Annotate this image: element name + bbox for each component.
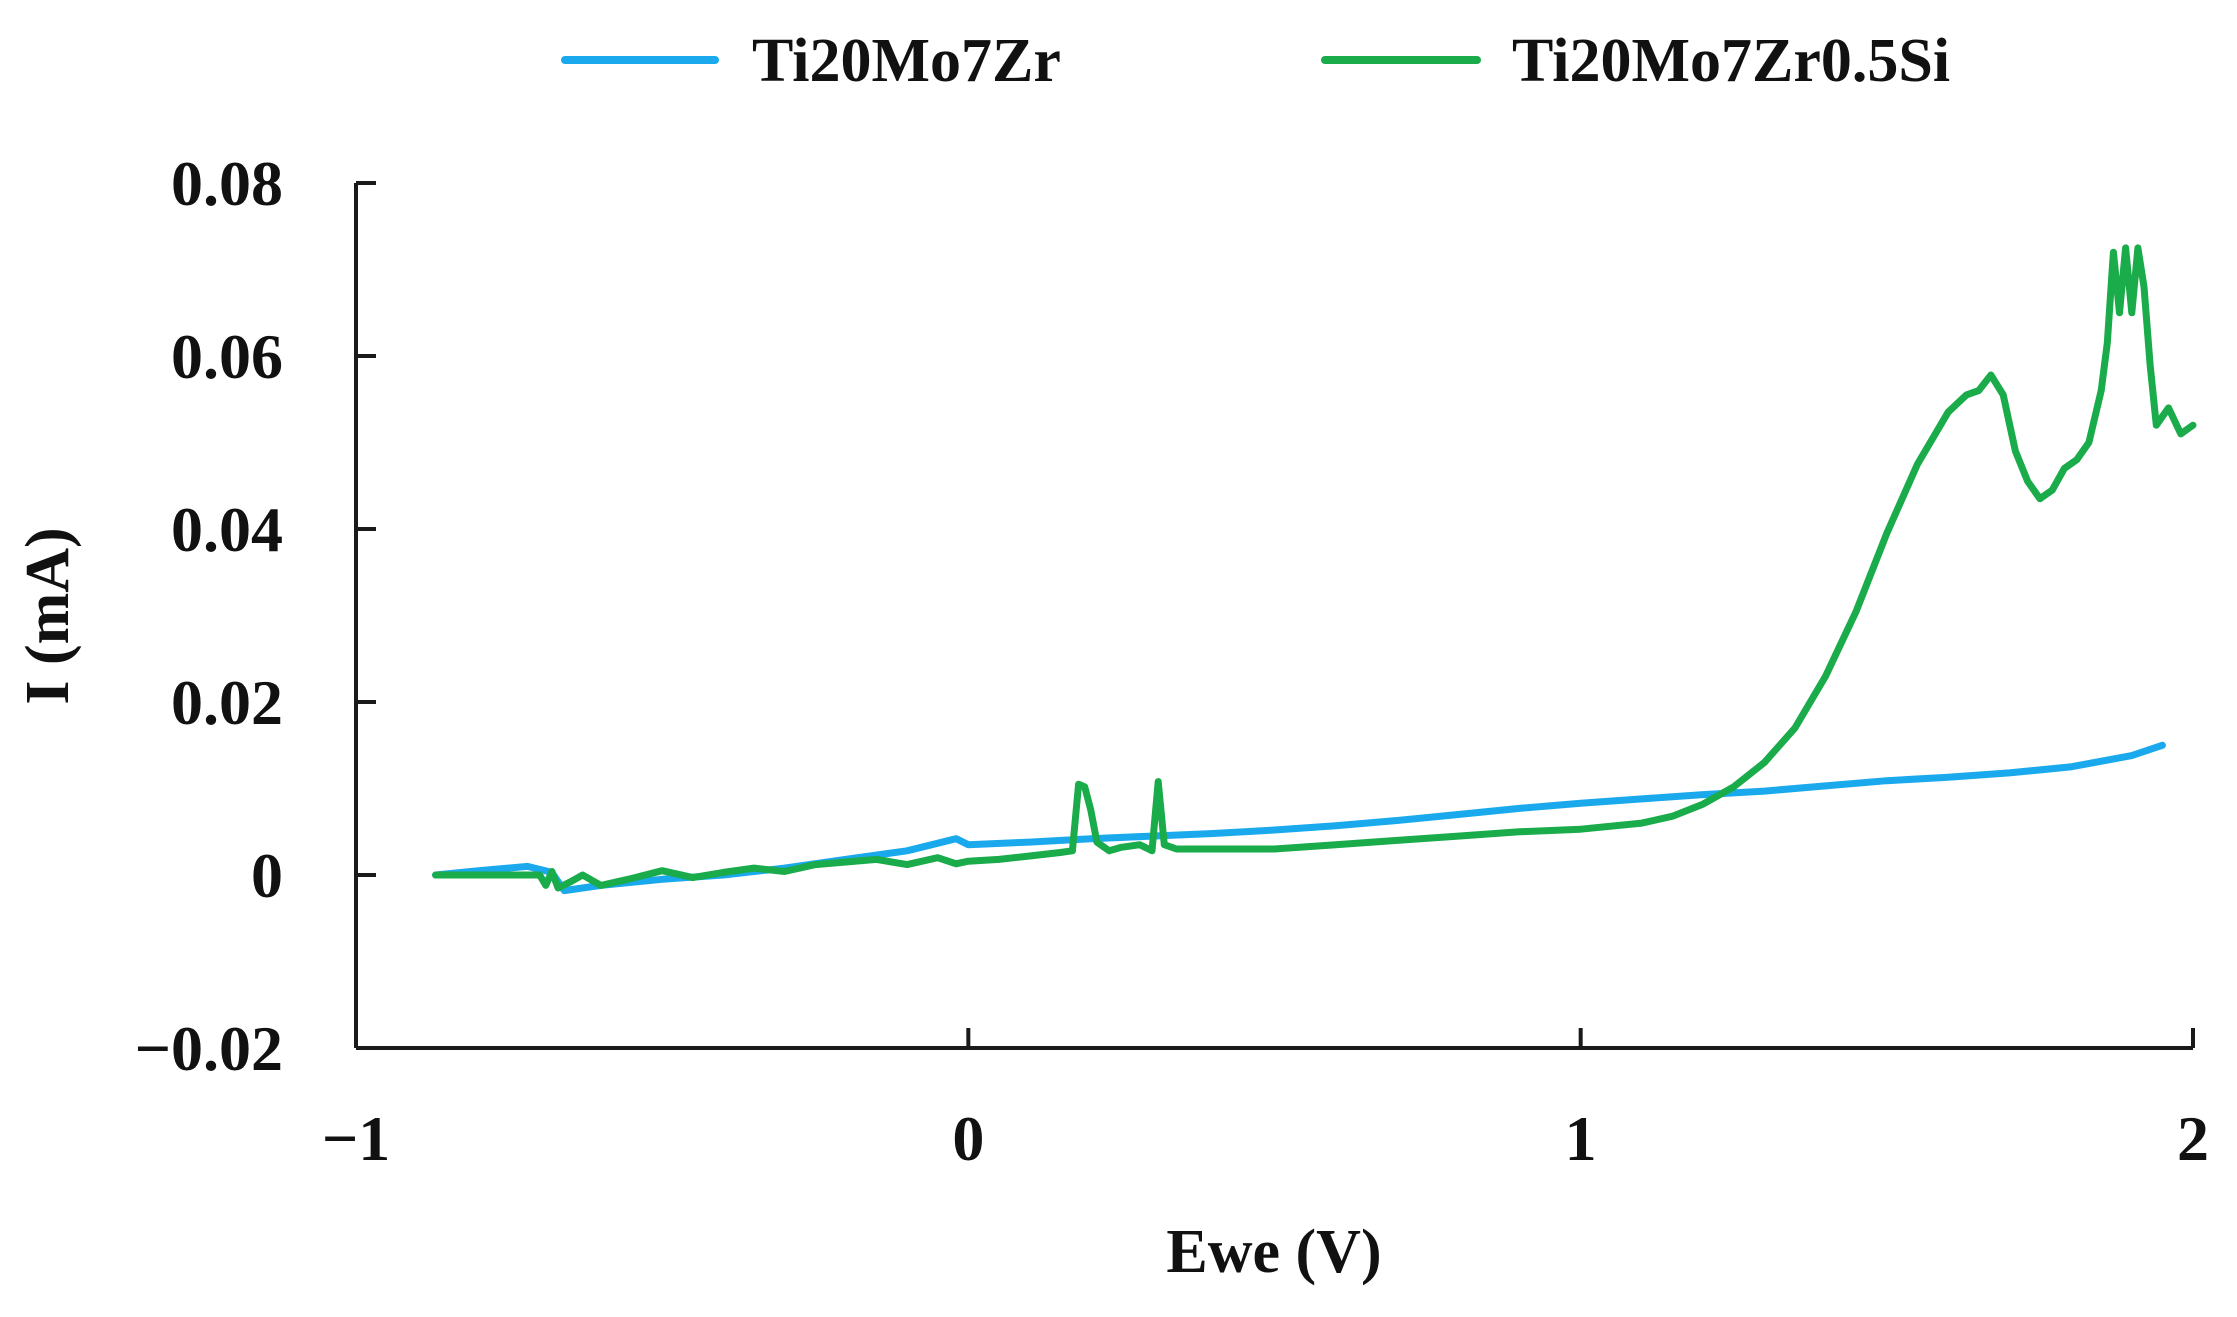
y-axis-title: I (mA) (14, 527, 82, 704)
series-line-1 (432, 244, 2197, 892)
y-ticks: −0.02 0 0.02 0.04 0.06 0.08 (135, 148, 376, 1084)
x-tick-label: 0 (952, 1103, 984, 1174)
legend-label-ti20mo7zr0-5si: Ti20Mo7Zr0.5Si (1512, 27, 1950, 95)
y-tick-label: 0.06 (171, 321, 283, 392)
y-tick-label: 0.04 (171, 494, 283, 565)
y-tick-label: 0 (251, 840, 283, 911)
y-tick-label: 0.02 (171, 667, 283, 738)
y-tick-label: −0.02 (135, 1013, 283, 1084)
y-tick-label: 0.08 (171, 148, 283, 219)
x-tick-label: 2 (2177, 1103, 2209, 1174)
legend: Ti20Mo7Zr Ti20Mo7Zr0.5Si (561, 27, 1950, 95)
legend-label-ti20mo7zr: Ti20Mo7Zr (752, 27, 1061, 95)
axes (354, 183, 2193, 1050)
plot-series (432, 244, 2197, 895)
x-tick-label: −1 (322, 1103, 390, 1174)
x-ticks: −1 0 1 2 (322, 1028, 2209, 1174)
series-line-0 (432, 741, 2166, 895)
x-axis-title: Ewe (V) (1166, 1218, 1381, 1286)
x-tick-label: 1 (1565, 1103, 1597, 1174)
